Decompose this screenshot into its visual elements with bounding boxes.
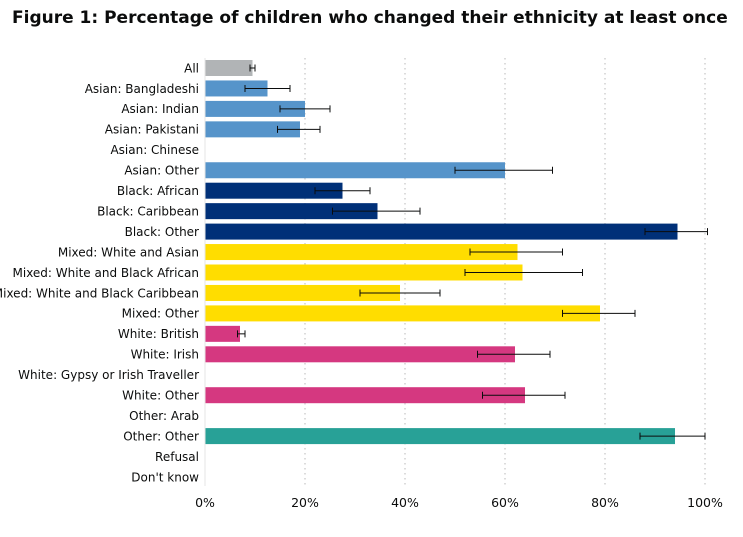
category-label: Other: Other xyxy=(123,429,199,443)
category-label: Asian: Bangladeshi xyxy=(85,82,199,96)
category-label: Mixed: White and Black Caribbean xyxy=(0,286,199,300)
bar xyxy=(205,244,518,261)
category-label: Black: Other xyxy=(125,225,199,239)
category-label: Asian: Other xyxy=(124,164,199,178)
bar xyxy=(205,325,240,342)
bar xyxy=(205,428,675,445)
x-tick-label: 60% xyxy=(491,495,519,510)
bar xyxy=(205,203,378,220)
category-label: Other: Arab xyxy=(129,409,199,423)
category-label: White: Other xyxy=(122,389,199,403)
bar xyxy=(205,346,515,363)
bar xyxy=(205,121,300,138)
bar xyxy=(205,305,600,322)
x-tick-label: 80% xyxy=(591,495,619,510)
bar xyxy=(205,60,253,76)
category-label: All xyxy=(184,61,199,75)
category-label: Black: African xyxy=(117,184,199,198)
bar xyxy=(205,284,400,301)
bar xyxy=(205,387,525,404)
category-label: Asian: Indian xyxy=(121,102,199,116)
category-label: Asian: Chinese xyxy=(110,143,199,157)
bar xyxy=(205,182,343,199)
category-label: White: British xyxy=(118,327,199,341)
category-label: White: Gypsy or Irish Traveller xyxy=(18,368,199,382)
x-tick-label: 100% xyxy=(687,495,723,510)
category-label: Don't know xyxy=(131,470,199,484)
bar xyxy=(205,223,678,240)
category-label: Asian: Pakistani xyxy=(105,123,199,137)
x-tick-label: 0% xyxy=(195,495,215,510)
x-tick-label: 40% xyxy=(391,495,419,510)
category-label: White: Irish xyxy=(131,348,199,362)
category-label: Mixed: Other xyxy=(122,307,199,321)
chart-title: Figure 1: Percentage of children who cha… xyxy=(12,8,728,28)
bar xyxy=(205,162,505,179)
category-label: Mixed: White and Black African xyxy=(13,266,200,280)
bar xyxy=(205,100,305,117)
category-label: Mixed: White and Asian xyxy=(58,245,199,259)
category-label: Black: Caribbean xyxy=(97,204,199,218)
category-label: Refusal xyxy=(155,450,199,464)
bar xyxy=(205,80,268,97)
x-tick-label: 20% xyxy=(291,495,319,510)
bar xyxy=(205,264,523,281)
